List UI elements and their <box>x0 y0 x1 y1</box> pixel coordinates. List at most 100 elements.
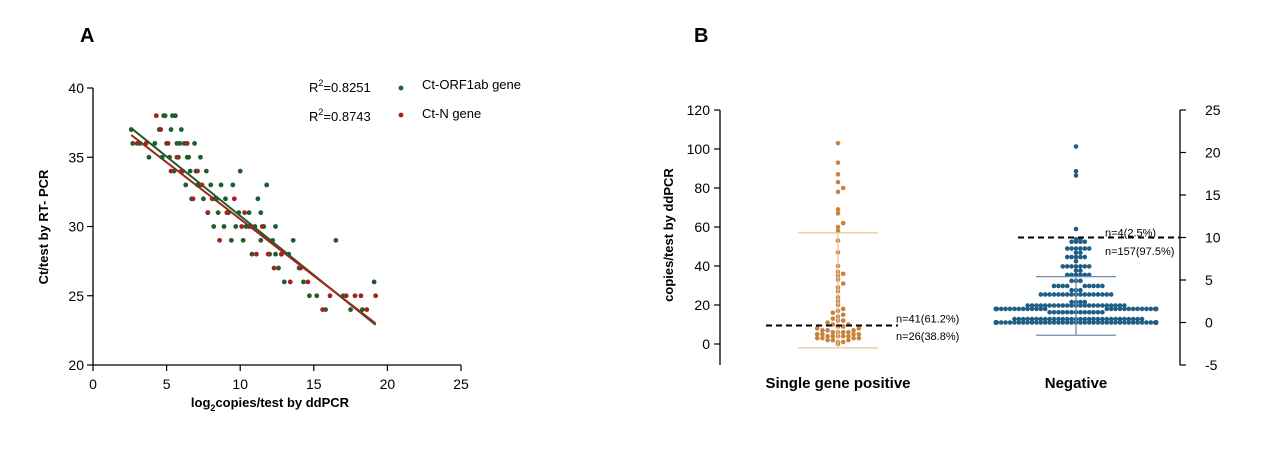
single-gene-point <box>846 333 851 339</box>
orf1ab-point <box>273 224 278 229</box>
panel-a-x-title: log2copies/test by ddPCR <box>191 395 350 413</box>
orf1ab-point <box>273 251 278 257</box>
negative-point <box>1042 316 1048 322</box>
negative-point <box>1025 316 1030 322</box>
negative-point <box>1042 306 1048 312</box>
legend-r2-n-sup: 2 <box>318 107 323 117</box>
negative-point <box>1078 268 1083 273</box>
panel-a-x-title-rest: copies/test by ddPCR <box>215 395 349 410</box>
negative-point <box>1051 316 1057 322</box>
negative-point <box>1025 303 1030 308</box>
negative-point <box>1078 264 1083 269</box>
n-gene-point <box>287 279 293 285</box>
negative-point <box>1113 316 1118 322</box>
single-gene-count-label: n=41(61.2%) <box>896 314 959 326</box>
orf1ab-point <box>264 182 270 188</box>
panel-b-left-tick-label: 20 <box>694 297 710 313</box>
negative-point <box>1073 246 1079 251</box>
negative-point <box>1095 320 1101 325</box>
negative-point <box>1038 316 1044 322</box>
negative-point <box>1029 316 1035 322</box>
panel-a-x-tick-label: 10 <box>232 376 248 392</box>
negative-point <box>1060 292 1066 297</box>
orf1ab-point <box>162 113 168 119</box>
negative-point <box>1069 246 1074 251</box>
panel-b-left-tick-label: 0 <box>702 336 710 352</box>
negative-point <box>1082 264 1088 269</box>
negative-point <box>1069 310 1074 315</box>
single-gene-point <box>840 312 846 318</box>
n-gene-point <box>158 127 164 132</box>
negative-point <box>1130 316 1136 322</box>
negative-point <box>1104 306 1110 312</box>
n-gene-point <box>242 210 248 216</box>
single-gene-point <box>825 328 830 333</box>
n-gene-point <box>168 168 174 174</box>
panel-b-right-tick-label: -5 <box>1205 357 1218 373</box>
single-gene-point <box>835 160 841 165</box>
panel-b-left-tick-label: 120 <box>687 102 711 118</box>
negative-point <box>1047 303 1052 308</box>
orf1ab-point <box>184 154 190 160</box>
negative-point <box>1122 306 1127 312</box>
negative-point <box>1086 320 1092 325</box>
negative-point <box>1056 292 1061 297</box>
negative-point <box>1082 292 1088 297</box>
n-gene-point <box>279 251 284 257</box>
negative-point <box>998 306 1004 312</box>
orf1ab-point <box>195 182 200 188</box>
single-gene-point <box>846 330 851 335</box>
negative-point <box>1148 306 1154 312</box>
negative-point <box>1038 303 1044 308</box>
n-gene-point <box>358 293 364 299</box>
negative-point <box>1007 320 1013 325</box>
negative-point <box>1042 303 1048 308</box>
negative-point <box>1064 264 1070 269</box>
negative-point <box>993 306 999 312</box>
negative-point <box>1104 292 1110 297</box>
negative-point <box>1086 264 1092 269</box>
negative-point <box>993 320 999 325</box>
negative-point <box>1056 310 1061 315</box>
negative-point <box>1153 320 1159 325</box>
panel-b-error-bars <box>798 232 1116 349</box>
negative-point <box>1073 250 1079 256</box>
negative-point <box>1069 254 1074 260</box>
negative-point <box>1117 316 1123 322</box>
orf1ab-point <box>152 141 158 146</box>
negative-point <box>1060 316 1066 322</box>
orf1ab-point <box>130 141 136 146</box>
orf1ab-point <box>306 293 312 299</box>
negative-point <box>1108 303 1114 308</box>
panel-a-y-tick-label: 35 <box>68 149 84 165</box>
legend-r2-n-r: R <box>309 109 318 124</box>
negative-point <box>1100 320 1105 325</box>
negative-point <box>1082 299 1088 305</box>
panel-a-y-tick-label: 20 <box>68 357 84 373</box>
negative-point <box>1104 303 1110 308</box>
negative-point <box>1038 320 1044 325</box>
panel-b: B n=41(61.2%) n=26(38.8%) n=4(2.5%) n=157(9… <box>661 25 1221 392</box>
legend-r2-orf1ab-value: =0.8251 <box>323 80 370 95</box>
negative-point <box>1064 246 1070 251</box>
n-gene-point <box>327 293 333 299</box>
panel-b-left-ticks: 0 20 40 60 80 100 120 <box>687 102 720 352</box>
negative-point <box>1073 259 1079 264</box>
negative-point <box>1016 316 1022 322</box>
negative-point <box>1091 292 1096 297</box>
n-gene-point <box>373 293 379 299</box>
orf1ab-point <box>218 182 224 188</box>
panel-a-points <box>128 113 379 312</box>
panel-a: A 0 5 10 15 20 25 20 25 30 35 40 Ct/test by RT- P… <box>36 25 521 413</box>
panel-b-right-ticks: -5 0 5 10 15 20 25 <box>1180 102 1221 373</box>
orf1ab-point <box>198 154 203 160</box>
negative-point <box>1104 320 1110 325</box>
negative-point <box>1113 306 1118 312</box>
negative-point <box>1073 173 1079 178</box>
orf1ab-point <box>183 182 189 188</box>
panel-a-x-title-sub: 2 <box>210 403 215 413</box>
negative-point <box>1091 310 1096 315</box>
legend-n-marker <box>398 112 404 118</box>
n-gene-point <box>253 251 259 257</box>
